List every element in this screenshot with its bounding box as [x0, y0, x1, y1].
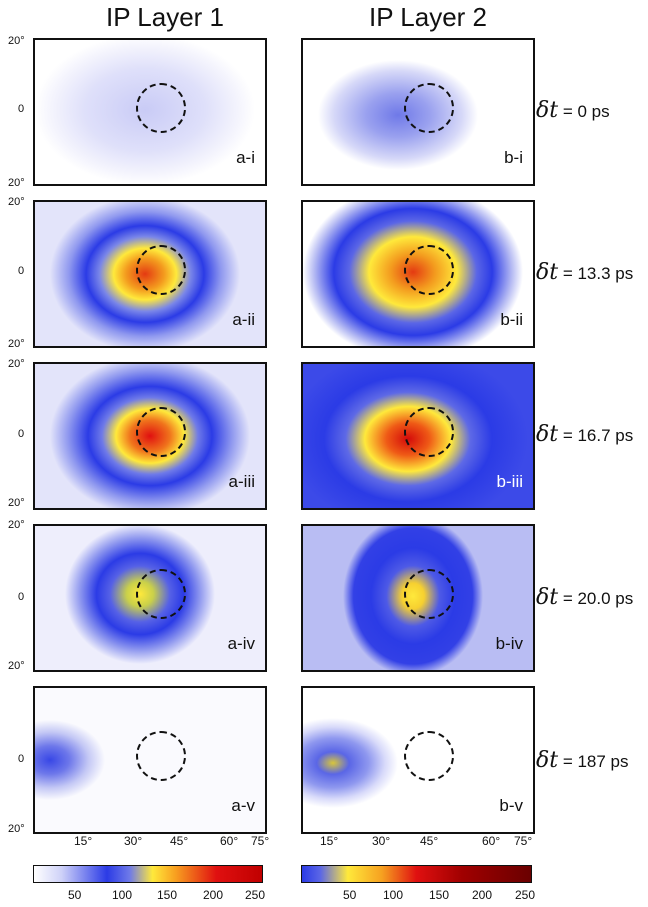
x-tick: 30°	[372, 834, 391, 848]
panel-label: a-iii	[228, 472, 255, 491]
y-tick: 20°	[8, 196, 25, 208]
colorbar-tick: 250	[245, 888, 266, 902]
panel-b-v: b-v	[301, 686, 535, 834]
panel-label: a-ii	[232, 310, 255, 329]
column-title-layer-1: IP Layer 1	[105, 2, 225, 32]
panel-b-ii: b-ii	[301, 200, 535, 348]
delay-label: δt = 0 ps	[536, 98, 610, 123]
detector-circle	[404, 245, 454, 295]
colorbar-tick: 50	[68, 888, 82, 902]
detector-circle	[404, 731, 454, 781]
panel-label: a-i	[236, 148, 255, 167]
x-tick: 60°	[482, 834, 501, 848]
panel-label: b-i	[504, 148, 523, 167]
panel-b-iv: b-iv	[301, 524, 535, 672]
x-tick: 45°	[420, 834, 439, 848]
colorbar-tick: 150	[429, 888, 450, 902]
detector-circle	[404, 569, 454, 619]
y-tick: 20°	[8, 177, 25, 189]
panel-label: a-v	[231, 796, 255, 815]
detector-circle	[404, 83, 454, 133]
colorbar-tick: 200	[472, 888, 493, 902]
panel-a-v: a-v	[33, 686, 267, 834]
x-tick: 15°	[320, 834, 339, 848]
x-tick: 15°	[74, 834, 93, 848]
panel-label: b-v	[499, 796, 523, 815]
y-tick: 0	[18, 591, 25, 603]
detector-circle	[136, 407, 186, 457]
y-tick: 20°	[8, 497, 25, 509]
panel-label: b-iii	[496, 472, 523, 491]
panel-b-iii: b-iii	[301, 362, 535, 510]
y-tick: 0	[18, 265, 25, 277]
y-tick: 20°	[8, 660, 25, 672]
detector-circle	[136, 569, 186, 619]
delay-label: δt = 13.3 ps	[536, 260, 634, 285]
colorbar-tick: 150	[157, 888, 178, 902]
y-tick: 20°	[8, 35, 25, 47]
panel-label: b-ii	[500, 310, 523, 329]
detector-circle	[136, 245, 186, 295]
x-tick: 75°	[251, 834, 270, 848]
column-title-layer-2: IP Layer 2	[368, 2, 488, 32]
x-tick: 45°	[170, 834, 189, 848]
colorbar-tick: 100	[383, 888, 404, 902]
x-tick: 75°	[514, 834, 533, 848]
colorbar-tick: 250	[515, 888, 536, 902]
colorbar-tick: 100	[112, 888, 133, 902]
y-tick: 20°	[8, 519, 25, 531]
y-tick: 0	[18, 428, 25, 440]
detector-circle	[136, 83, 186, 133]
y-tick: 0	[18, 753, 25, 765]
panel-b-i: b-i	[301, 38, 535, 186]
panel-a-i: a-i	[33, 38, 267, 186]
detector-circle	[404, 407, 454, 457]
panel-a-ii: a-ii	[33, 200, 267, 348]
delay-label: δt = 16.7 ps	[536, 422, 634, 447]
x-tick: 30°	[124, 834, 143, 848]
colorbar-tick: 200	[203, 888, 224, 902]
panel-a-iv: a-iv	[33, 524, 267, 672]
colorbar-layer-2	[301, 865, 532, 883]
detector-circle	[136, 731, 186, 781]
delay-label: δt = 187 ps	[536, 748, 629, 773]
y-tick: 20°	[8, 358, 25, 370]
panel-label: a-iv	[227, 634, 255, 653]
panel-a-iii: a-iii	[33, 362, 267, 510]
x-tick: 60°	[220, 834, 239, 848]
delay-label: δt = 20.0 ps	[536, 585, 634, 610]
colorbar-layer-1	[33, 865, 263, 883]
y-tick: 20°	[8, 338, 25, 350]
panel-label: b-iv	[495, 634, 523, 653]
y-tick: 20°	[8, 823, 25, 835]
y-tick: 0	[18, 103, 25, 115]
colorbar-tick: 50	[343, 888, 357, 902]
